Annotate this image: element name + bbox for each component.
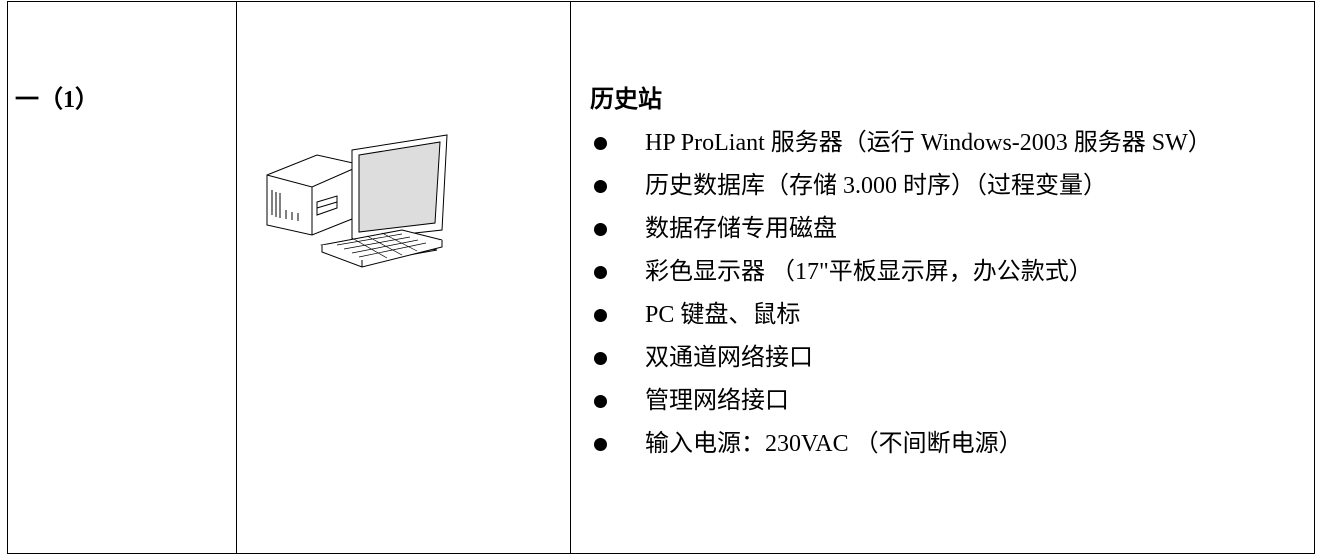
- table-border: [7, 1, 1315, 554]
- spec-item: 彩色显示器 （17"平板显示屏，办公款式）: [590, 251, 1305, 294]
- spec-item: 历史数据库（存储 3.000 时序）（过程变量）: [590, 165, 1305, 208]
- spec-item: 输入电源：230VAC （不间断电源）: [590, 423, 1305, 466]
- spec-item: HP ProLiant 服务器（运行 Windows-2003 服务器 SW）: [590, 122, 1305, 165]
- spec-item: 管理网络接口: [590, 380, 1305, 423]
- computer-icon: [266, 134, 448, 268]
- spec-item: PC 键盘、鼠标: [590, 294, 1305, 337]
- spec-list: HP ProLiant 服务器（运行 Windows-2003 服务器 SW）历…: [590, 122, 1310, 466]
- spec-item: 双通道网络接口: [590, 337, 1305, 380]
- row-label: 一（1）: [15, 87, 99, 113]
- item-cell: 历史站 HP ProLiant 服务器（运行 Windows-2003 服务器 …: [590, 79, 1310, 466]
- spec-item: 数据存储专用磁盘: [590, 208, 1305, 251]
- column-divider: [570, 1, 571, 554]
- column-divider: [236, 1, 237, 554]
- item-title: 历史站: [590, 87, 662, 113]
